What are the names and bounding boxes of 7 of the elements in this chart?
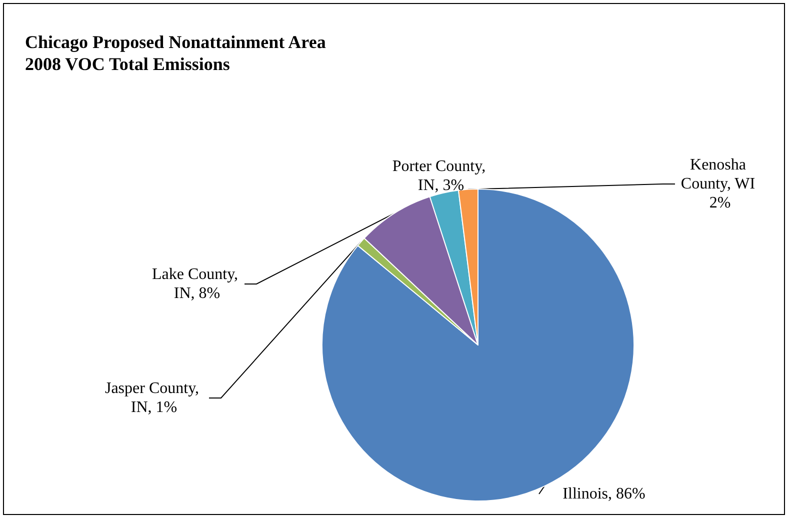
slice-label: Porter County, IN, 3% bbox=[392, 158, 490, 194]
chart-title: Chicago Proposed Nonattainment Area 2008 VOC Total Emissions bbox=[25, 32, 326, 74]
slice-label: Jasper County, IN, 1% bbox=[104, 380, 204, 416]
slice-label: Kenosha County, WI bbox=[680, 156, 760, 192]
slice-label: Illinois, 86% bbox=[562, 486, 646, 502]
slice-label: Lake County, IN, 8% bbox=[152, 266, 242, 302]
data-label: 2% bbox=[709, 194, 731, 212]
